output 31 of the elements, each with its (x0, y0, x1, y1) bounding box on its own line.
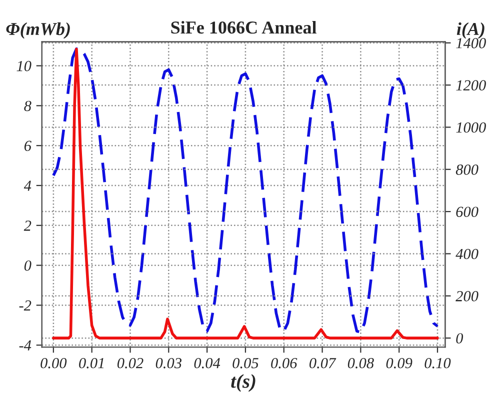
x-tick-label: 0.06 (271, 358, 298, 368)
y2-tick-label: 600 (456, 206, 478, 218)
y-axis-title: Φ(mWb) (6, 22, 70, 39)
x-tick-label: 0.10 (424, 358, 451, 368)
y2-tick-label: 400 (456, 248, 478, 260)
x-tick-label: 0.05 (232, 358, 258, 368)
y2-tick-label: 1200 (456, 80, 486, 90)
y2-tick-label: 800 (456, 164, 478, 175)
y-tick-label: 10 (16, 60, 32, 72)
y2-tick-label: 0 (456, 333, 464, 344)
x-tick-label: 0.01 (79, 358, 104, 368)
y-tick-label: 0 (24, 260, 32, 271)
y2-tick-label: 1000 (456, 122, 486, 133)
y2-axis-title: i(A) (456, 22, 484, 39)
x-tick-label: 0.00 (40, 358, 67, 368)
y-tick-label: 2 (24, 220, 32, 231)
y-tick-label: 8 (24, 100, 32, 112)
x-axis-title: t(s) (231, 374, 256, 392)
y-tick-label: -2 (19, 300, 32, 311)
x-tick-label: 0.04 (194, 358, 220, 368)
x-tick-label: 0.02 (117, 358, 144, 368)
y-tick-label: -4 (19, 340, 32, 350)
x-tick-label: 0.07 (310, 358, 336, 368)
y-tick-label: 6 (24, 140, 32, 152)
x-tick-label: 0.08 (348, 358, 374, 368)
chart-title: SiFe 1066C Anneal (171, 20, 316, 34)
y2-tick-label: 1400 (456, 38, 486, 48)
x-tick-label: 0.09 (386, 358, 412, 368)
y-tick-label: 4 (24, 180, 32, 191)
y2-tick-label: 200 (456, 291, 478, 302)
x-tick-label: 0.03 (156, 358, 182, 368)
